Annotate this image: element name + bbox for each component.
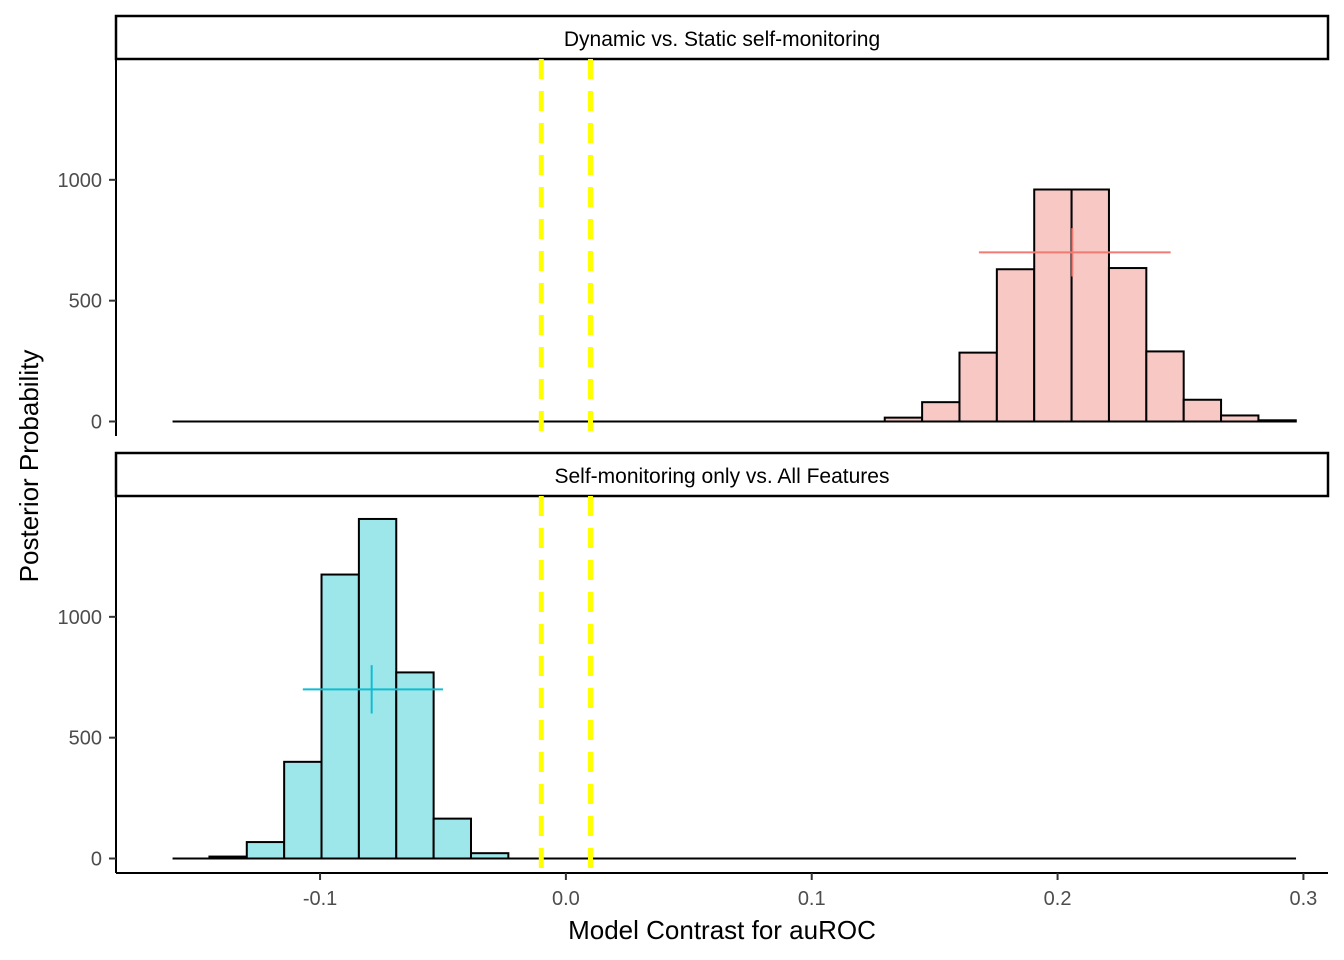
x-ticks: -0.1 0.0 0.1 0.2 0.3: [303, 873, 1318, 910]
histogram-bar: [283, 760, 323, 860]
histogram-bar: [921, 401, 961, 423]
histogram-bar: [1257, 419, 1297, 423]
y-tick-label: 0: [91, 412, 102, 434]
histogram-bar: [432, 817, 472, 860]
y-axis-title: Posterior Probability: [14, 350, 44, 583]
histogram-bar: [1145, 350, 1185, 423]
histogram-bar: [469, 852, 510, 860]
panel-dynamic-vs-static: Dynamic vs. Static self-monitoring 0 500 1…: [58, 14, 1330, 436]
x-tick-label: 0.1: [798, 888, 826, 910]
histogram-bar: [1107, 267, 1148, 423]
histogram-bar: [245, 841, 286, 860]
histogram-bar: [1220, 414, 1260, 423]
panel-2-strip-label: Self-monitoring only vs. All Features: [555, 465, 890, 488]
histogram-bar: [320, 573, 360, 860]
panel-2-strip: [114, 451, 1330, 498]
panel-1-bars: [883, 188, 1297, 423]
panel-2-y-ticks: 0 500 1000: [58, 607, 116, 871]
y-tick-label: 1000: [58, 607, 103, 629]
panel-1-strip-label: Dynamic vs. Static self-monitoring: [564, 28, 880, 51]
histogram-bar: [1182, 398, 1223, 423]
panel-1-y-ticks: 0 500 1000: [58, 170, 116, 434]
histogram-bar: [958, 351, 998, 423]
y-tick-label: 1000: [58, 170, 103, 192]
panel-1-strip: [114, 14, 1330, 61]
panel-1-rope-lines: [538, 59, 593, 436]
histogram-bar: [395, 671, 435, 860]
histogram-bar: [208, 855, 248, 860]
histogram-bar: [883, 416, 924, 423]
panel-2-rope-lines: [538, 496, 593, 873]
y-tick-label: 500: [69, 291, 102, 313]
x-axis-title: Model Contrast for auROC: [568, 915, 876, 945]
y-tick-label: 0: [91, 849, 102, 871]
x-tick-label: -0.1: [303, 888, 337, 910]
panel-2-summary: [302, 665, 443, 714]
panel-self-monitoring-vs-all: Self-monitoring only vs. All Features 0 5…: [58, 451, 1330, 874]
histogram-bar: [995, 268, 1036, 423]
histogram-bar: [1033, 188, 1073, 423]
y-tick-label: 500: [69, 728, 102, 750]
x-tick-label: 0.3: [1290, 888, 1318, 910]
panel-1-summary: [978, 228, 1171, 277]
histogram-bar: [1070, 188, 1110, 423]
x-tick-label: 0.0: [552, 888, 580, 910]
x-tick-label: 0.2: [1044, 888, 1072, 910]
